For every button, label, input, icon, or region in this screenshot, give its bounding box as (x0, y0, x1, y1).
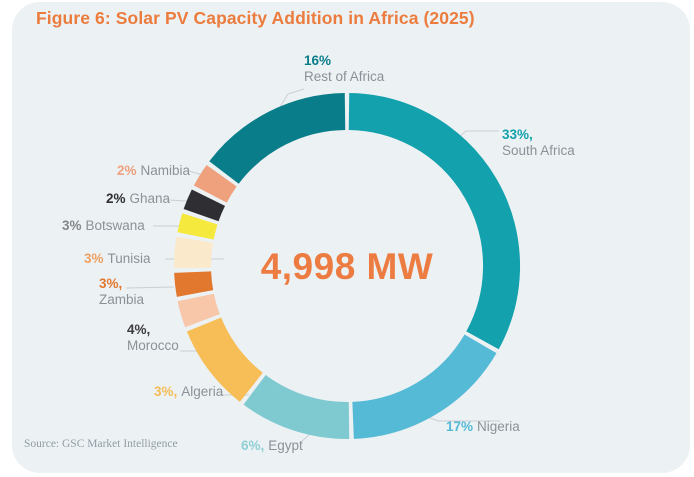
label-morocco-name: Morocco (127, 337, 179, 353)
label-namibia: 2% Namibia (117, 163, 190, 179)
label-rest-of-africa-name: Rest of Africa (304, 68, 385, 84)
label-rest-of-africa-percent: 16% (304, 53, 332, 68)
label-tunisia: 3% Tunisia (84, 251, 151, 267)
donut-segment-egypt (243, 374, 350, 439)
donut-segment-algeria (186, 317, 264, 402)
donut-segment-tunisia (174, 236, 213, 269)
label-ghana-name: Ghana (129, 191, 171, 206)
label-botswana-name: Botswana (85, 218, 145, 233)
label-egypt: 6%, Egypt (241, 438, 303, 454)
label-botswana: 3% Botswana (62, 218, 145, 234)
donut-segment-botswana (177, 213, 218, 240)
figure-title: Figure 6: Solar PV Capacity Addition in … (36, 8, 475, 28)
donut-segment-nigeria (351, 334, 497, 439)
source-note: Source: GSC Market Intelligence (24, 438, 178, 450)
label-zambia: 3%, Zambia (99, 276, 144, 307)
label-algeria-name: Algeria (181, 384, 224, 399)
label-morocco-percent: 4%, (127, 322, 151, 337)
label-botswana-percent: 3% (62, 218, 82, 233)
label-egypt-percent: 6%, (241, 438, 265, 453)
figure-card (12, 2, 690, 473)
label-algeria: 3%, Algeria (154, 384, 223, 400)
donut-segment-ghana (183, 189, 226, 222)
donut-segment-rest-of-africa (209, 93, 346, 185)
donut-center-value: 4,998 MW (260, 246, 434, 287)
label-south-africa-percent: 33%, (502, 127, 533, 142)
label-tunisia-name: Tunisia (107, 251, 151, 266)
label-algeria-percent: 3%, (154, 384, 178, 399)
label-ghana-percent: 2% (106, 191, 126, 206)
label-south-africa-name: South Africa (502, 142, 575, 158)
donut-segment-south-africa (348, 93, 520, 350)
leader-zambia (125, 286, 175, 289)
label-namibia-percent: 2% (117, 163, 137, 178)
label-egypt-name: Egypt (268, 438, 303, 453)
label-ghana: 2% Ghana (106, 191, 170, 207)
donut-segment-namibia (193, 164, 237, 203)
label-tunisia-percent: 3% (84, 251, 104, 266)
label-nigeria: 17% Nigeria (446, 419, 520, 435)
donut-segment-zambia (174, 271, 214, 297)
label-nigeria-name: Nigeria (477, 419, 520, 434)
label-south-africa: 33%, South Africa (502, 127, 575, 158)
label-zambia-name: Zambia (99, 291, 145, 307)
label-morocco: 4%, Morocco (127, 322, 179, 353)
label-zambia-percent: 3%, (99, 276, 123, 291)
donut-segment-morocco (177, 293, 220, 328)
leader-rest-of-africa (279, 88, 305, 108)
label-nigeria-percent: 17% (446, 419, 474, 434)
label-rest-of-africa: 16% Rest of Africa (304, 53, 384, 84)
label-namibia-name: Namibia (140, 163, 191, 178)
